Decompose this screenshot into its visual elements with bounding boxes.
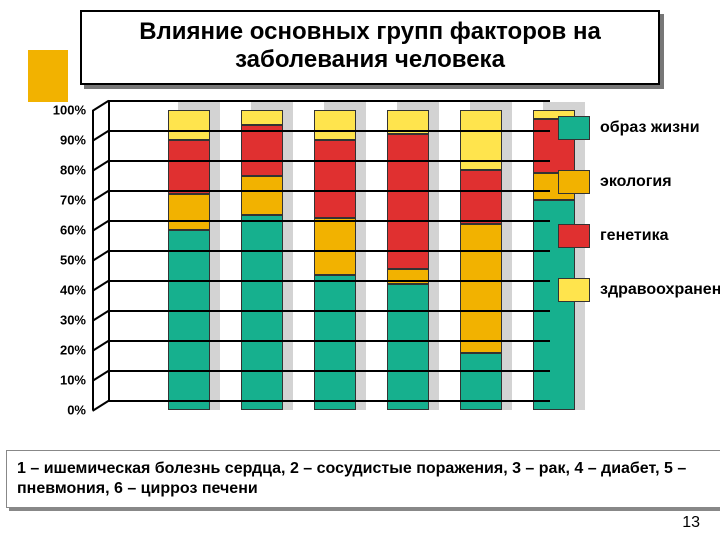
gridline-depth xyxy=(92,340,109,352)
y-tick-label: 20% xyxy=(40,343,86,358)
bar-segment-healthcare xyxy=(241,110,283,125)
gridline-depth xyxy=(92,280,109,292)
legend-label: экология xyxy=(600,173,672,191)
gridline-depth xyxy=(92,220,109,232)
gridline-depth xyxy=(92,310,109,322)
axis-back-vertical xyxy=(108,100,110,400)
bar-segment-lifestyle xyxy=(241,215,283,410)
bar-segment-genetics xyxy=(241,125,283,176)
y-tick-label: 10% xyxy=(40,373,86,388)
factors-chart: 0%10%20%30%40%50%60%70%80%90%100% xyxy=(40,110,550,420)
gridline xyxy=(108,280,550,282)
gridline xyxy=(108,310,550,312)
legend-item-ecology: экология xyxy=(558,170,720,194)
y-tick-label: 60% xyxy=(40,223,86,238)
gridline-depth xyxy=(92,190,109,202)
bar-group xyxy=(241,110,283,410)
bar-segment-genetics xyxy=(387,134,429,269)
bar-segment-ecology xyxy=(168,194,210,230)
gridline xyxy=(108,160,550,162)
gridline-depth xyxy=(92,160,109,172)
chart-bars xyxy=(168,110,602,410)
legend-swatch xyxy=(558,116,590,140)
bar-group xyxy=(314,110,356,410)
y-tick-label: 50% xyxy=(40,253,86,268)
y-tick-label: 70% xyxy=(40,193,86,208)
y-tick-label: 80% xyxy=(40,163,86,178)
axis-front-vertical xyxy=(92,110,94,410)
bar-group xyxy=(460,110,502,410)
chart-legend: образ жизни экология генетика здравоохранен… xyxy=(558,116,720,332)
bar-segment-ecology xyxy=(314,218,356,275)
bar-segment-ecology xyxy=(241,176,283,215)
gridline xyxy=(108,400,550,402)
gridline xyxy=(108,130,550,132)
page-number: 13 xyxy=(682,514,700,532)
y-tick-label: 100% xyxy=(40,103,86,118)
gridline xyxy=(108,220,550,222)
legend-label: образ жизни xyxy=(600,119,700,137)
footnote: 1 – ишемическая болезнь сердца, 2 – сосу… xyxy=(6,450,720,508)
legend-swatch xyxy=(558,278,590,302)
legend-swatch xyxy=(558,170,590,194)
accent-block xyxy=(28,50,68,102)
bar-segment-lifestyle xyxy=(314,275,356,410)
gridline-depth xyxy=(92,130,109,142)
gridline xyxy=(108,100,550,102)
legend-item-genetics: генетика xyxy=(558,224,720,248)
bar-segment-lifestyle xyxy=(168,230,210,410)
bar-segment-genetics xyxy=(460,170,502,224)
legend-swatch xyxy=(558,224,590,248)
bar-group xyxy=(387,110,429,410)
gridline-depth xyxy=(92,250,109,262)
gridline xyxy=(108,370,550,372)
gridline xyxy=(108,250,550,252)
gridline-depth xyxy=(92,370,109,382)
gridline xyxy=(108,190,550,192)
y-tick-label: 0% xyxy=(40,403,86,418)
legend-label: здравоохранение xyxy=(600,281,720,299)
bar-group xyxy=(168,110,210,410)
legend-item-lifestyle: образ жизни xyxy=(558,116,720,140)
y-tick-label: 40% xyxy=(40,283,86,298)
gridline xyxy=(108,340,550,342)
gridline-depth xyxy=(92,400,109,412)
bar-segment-genetics xyxy=(168,140,210,194)
legend-item-healthcare: здравоохранение xyxy=(558,278,720,302)
legend-label: генетика xyxy=(600,227,669,245)
gridline-depth xyxy=(92,100,109,112)
y-tick-label: 30% xyxy=(40,313,86,328)
bar-segment-ecology xyxy=(460,224,502,353)
bar-segment-genetics xyxy=(314,140,356,218)
bar-segment-lifestyle xyxy=(387,284,429,410)
chart-plot-area xyxy=(92,110,550,410)
bar-segment-healthcare xyxy=(168,110,210,140)
page-title: Влияние основных групп факторов на забол… xyxy=(80,10,660,85)
y-tick-label: 90% xyxy=(40,133,86,148)
bar-segment-healthcare xyxy=(314,110,356,140)
